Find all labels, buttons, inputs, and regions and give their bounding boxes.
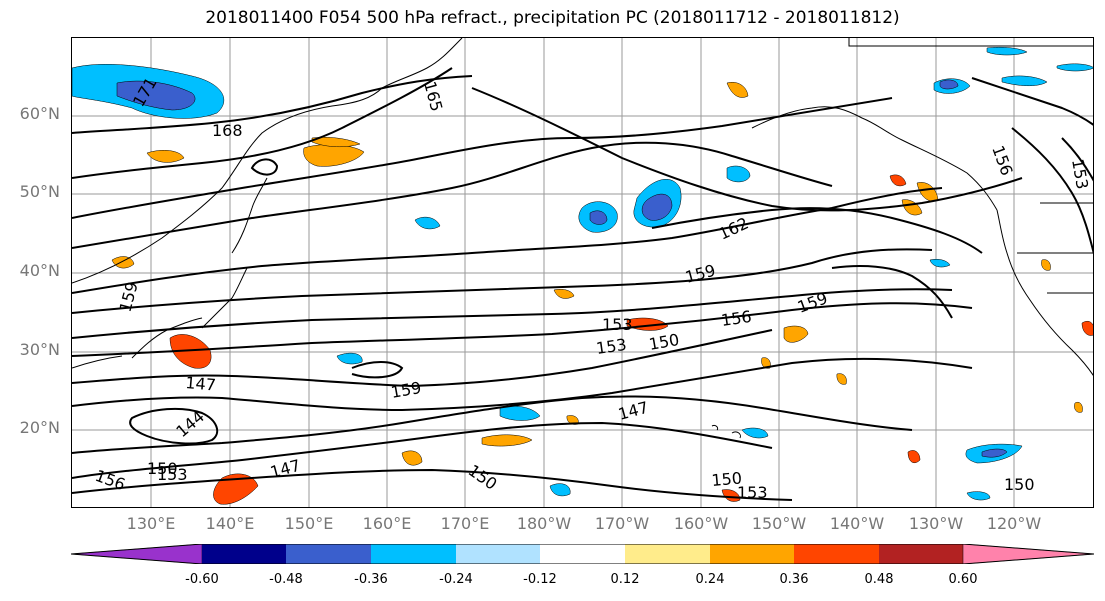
contour-label: 150 (465, 461, 501, 494)
lon-label-120w: 120°W (986, 514, 1042, 533)
colorbar-tick-label: -0.24 (439, 572, 473, 587)
contour-label: 147 (616, 398, 650, 424)
contour-label: 159 (795, 288, 830, 316)
contour-label: 150 (711, 468, 743, 490)
contour-label: 153 (602, 315, 633, 334)
colorbar-tick-label: -0.12 (523, 572, 557, 587)
contour-label: 147 (268, 456, 302, 482)
contour-label: 153 (1068, 157, 1092, 190)
lat-label-60n: 60°N (19, 104, 60, 123)
colorbar-segment-2 (286, 544, 371, 564)
contour-label: 156 (720, 307, 753, 330)
contour-label: 159 (683, 261, 717, 287)
colorbar-segment-10 (962, 544, 1094, 564)
lon-label-130e: 130°E (126, 514, 176, 533)
precip-shading (72, 46, 1093, 505)
coastlines (72, 38, 1093, 439)
map-canvas: 171 168 165 162 159 159 159 159 156 156 … (72, 38, 1093, 507)
map-title: 2018011400 F054 500 hPa refract., precip… (205, 8, 900, 28)
contour-label: 150 (147, 459, 178, 478)
lon-label-170w: 170°W (594, 514, 650, 533)
colorbar-segment-8 (794, 544, 879, 564)
graticule (72, 38, 1093, 507)
colorbar-segment-0 (71, 544, 203, 564)
lon-label-140w: 140°W (829, 514, 885, 533)
colorbar-tick-label: 0.36 (779, 572, 809, 587)
lon-label-130w: 130°W (908, 514, 964, 533)
contours (72, 67, 1093, 501)
contour-label: 156 (988, 143, 1016, 178)
lat-label-30n: 30°N (19, 340, 60, 359)
lon-label-180w: 180°W (516, 514, 572, 533)
colorbar-segment-1 (202, 544, 286, 564)
lat-label-20n: 20°N (19, 418, 60, 437)
lat-label-50n: 50°N (19, 182, 60, 201)
lon-label-170e: 170°E (440, 514, 490, 533)
colorbar-segment-7 (710, 544, 794, 564)
map-panel[interactable]: 171 168 165 162 159 159 159 159 156 156 … (71, 37, 1094, 508)
contour-label: 147 (185, 373, 217, 395)
colorbar-tick-label: 0.12 (610, 572, 640, 587)
contour-label: 153 (157, 465, 188, 484)
contour-label: 153 (595, 335, 628, 358)
colorbar-tick-label: 0.48 (864, 572, 894, 587)
contour-label: 162 (716, 213, 752, 243)
colorbar-tick-label: 0.24 (695, 572, 725, 587)
contour-label: 168 (212, 121, 243, 140)
contour-label: 165 (420, 79, 446, 113)
lon-label-140e: 140°E (205, 514, 255, 533)
lat-label-40n: 40°N (19, 261, 60, 280)
lon-label-150e: 150°E (284, 514, 334, 533)
colorbar-segment-6 (625, 544, 710, 564)
colorbar-segment-5 (540, 544, 625, 564)
colorbar-tick-label: -0.60 (185, 572, 219, 587)
colorbar-segment-4 (456, 544, 540, 564)
colorbar-tick-label: -0.36 (354, 572, 388, 587)
lon-label-160e: 160°E (362, 514, 412, 533)
lon-label-160w: 160°W (673, 514, 729, 533)
colorbar-tick-label: 0.60 (948, 572, 978, 587)
contour-label: 159 (389, 378, 422, 402)
lon-label-150w: 150°W (751, 514, 807, 533)
colorbar (71, 544, 1094, 564)
contour-label: 153 (737, 483, 768, 502)
contour-label: 144 (172, 407, 208, 441)
colorbar-segment-9 (879, 544, 963, 564)
colorbar-segment-3 (371, 544, 456, 564)
colorbar-tick-label: -0.48 (269, 572, 303, 587)
contour-label: 150 (1004, 475, 1035, 494)
